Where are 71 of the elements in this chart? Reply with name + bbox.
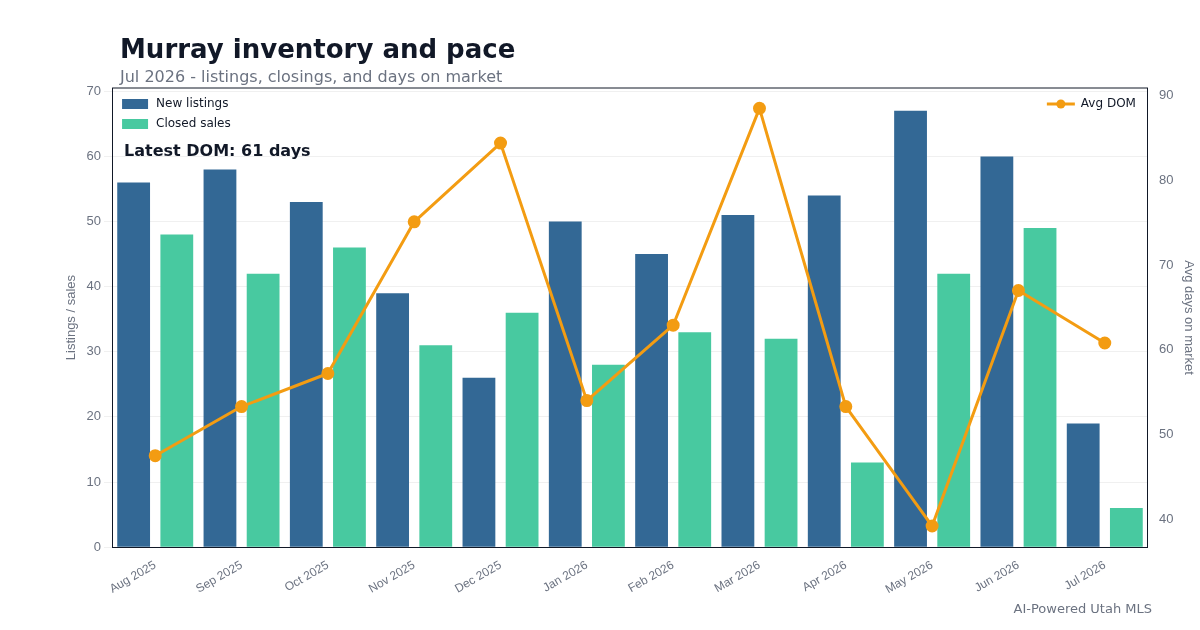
x-tick-label: Jul 2026 — [1061, 557, 1109, 593]
bar — [548, 221, 582, 547]
y-tick-label: 50 — [86, 213, 102, 229]
y-tick-label: 20 — [86, 408, 102, 424]
point — [235, 400, 249, 414]
bar — [980, 156, 1014, 547]
point — [752, 101, 766, 115]
y-tick-label: 10 — [86, 473, 102, 489]
chart-subtitle: Jul 2026 - listings, closings, and days on market — [120, 67, 503, 86]
bar — [807, 195, 841, 547]
y2-tick-label: 50 — [1158, 426, 1174, 442]
legend-label: Avg DOM — [1080, 96, 1136, 111]
point — [839, 400, 853, 414]
bar — [117, 182, 151, 547]
y-tick-label: 70 — [86, 82, 102, 98]
annotation: Latest DOM: 61 days — [124, 141, 311, 161]
bar — [376, 293, 410, 547]
y-tick-label: 30 — [86, 343, 102, 359]
point — [1098, 336, 1112, 350]
x-tick-label: Oct 2025 — [281, 557, 332, 595]
y2-axis-title: Avg days on market — [1181, 260, 1197, 376]
x-tick-label: Sep 2025 — [193, 557, 245, 596]
x-tick-label: Jan 2026 — [540, 557, 591, 595]
y-axis-title: Listings / sales — [63, 274, 79, 361]
y-tick-label: 40 — [86, 278, 102, 294]
x-tick-label: Aug 2025 — [106, 557, 159, 596]
x-tick-label: Apr 2026 — [799, 557, 850, 595]
bar — [1023, 228, 1057, 547]
bar — [333, 247, 366, 547]
point — [407, 215, 421, 229]
bar — [462, 377, 496, 547]
y-tick-label: 60 — [86, 147, 102, 163]
y-tick-label: 0 — [93, 538, 102, 554]
bar — [246, 273, 280, 547]
y2-tick-label: 40 — [1158, 510, 1174, 526]
y2-tick-label: 60 — [1158, 341, 1174, 357]
bar — [937, 273, 971, 547]
point — [666, 318, 680, 332]
point — [148, 449, 162, 463]
chart-title: Murray inventory and pace — [120, 34, 516, 64]
y2-tick-label: 90 — [1158, 87, 1174, 103]
x-tick-label: Mar 2026 — [711, 557, 763, 596]
legend-label: Closed sales — [156, 116, 231, 131]
bar — [894, 110, 927, 547]
point — [925, 519, 939, 533]
bar — [635, 254, 668, 547]
bar — [721, 215, 755, 547]
point — [494, 136, 508, 150]
y2-tick-label: 70 — [1158, 256, 1174, 272]
x-tick-label: Dec 2025 — [452, 557, 504, 596]
legend-label: New listings — [156, 96, 229, 111]
bar — [764, 338, 798, 547]
bar — [1066, 423, 1100, 547]
bar — [850, 462, 884, 547]
bar — [505, 312, 539, 547]
bar — [592, 364, 625, 547]
x-tick-label: Nov 2025 — [365, 557, 418, 596]
point — [580, 394, 594, 408]
bar — [678, 332, 712, 547]
bar — [289, 201, 323, 547]
x-tick-label: Feb 2026 — [625, 557, 677, 596]
x-tick-label: May 2026 — [882, 557, 936, 597]
bar — [160, 234, 194, 547]
x-tick-label: Jun 2026 — [971, 557, 1022, 595]
y2-tick-label: 80 — [1158, 171, 1174, 187]
bar — [419, 345, 453, 547]
point — [321, 367, 335, 381]
point — [1011, 283, 1025, 297]
text: AI-Powered Utah MLS — [1013, 601, 1152, 616]
bar — [203, 169, 237, 547]
bar — [1109, 508, 1143, 547]
